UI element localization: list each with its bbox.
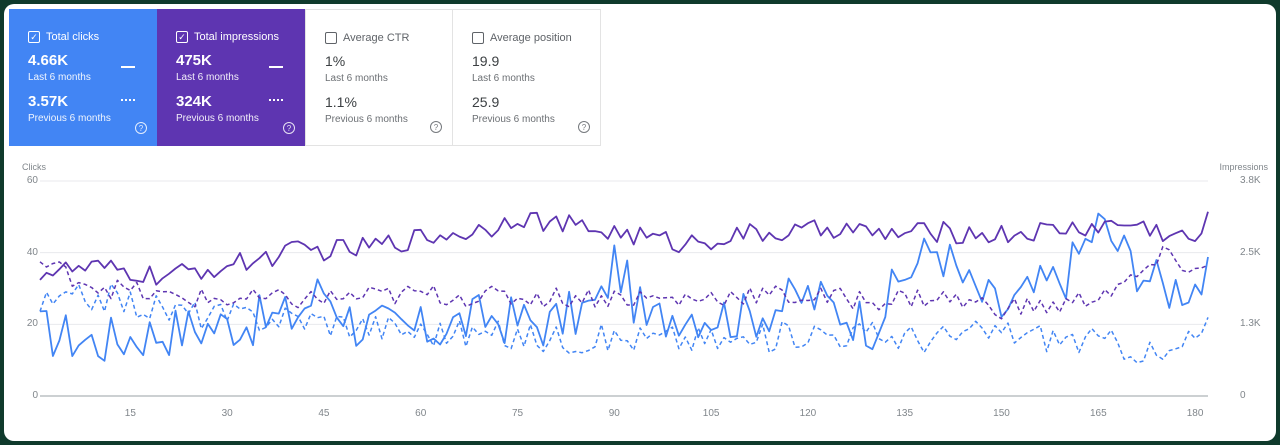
x-tick-label: 165: [1089, 408, 1107, 419]
x-tick-label: 150: [993, 408, 1010, 419]
metric-period-prev: Previous 6 months: [472, 114, 555, 125]
x-tick-label: 30: [221, 408, 233, 419]
x-tick-label: 15: [124, 408, 136, 419]
x-tick-label: 105: [702, 408, 720, 419]
metric-label: Total impressions: [194, 31, 279, 43]
y-left-tick-label: 0: [32, 390, 38, 401]
series-line-total-clicks: [39, 212, 1209, 362]
series-line-total-impressions-previous-6-months: [39, 245, 1209, 320]
checkbox-icon[interactable]: [325, 32, 337, 44]
metric-period-last: Last 6 months: [28, 72, 91, 83]
y-axis-right-title: Impressions: [1219, 162, 1268, 172]
solid-line-legend-icon: [121, 66, 135, 68]
metric-cards: ✓ Total clicks 4.66K Last 6 months 3.57K …: [9, 9, 601, 146]
solid-line-legend-icon: [269, 66, 283, 68]
metric-card-average-ctr[interactable]: Average CTR 1% Last 6 months 1.1% Previo…: [305, 9, 453, 146]
help-icon[interactable]: ?: [283, 122, 295, 134]
metric-value-prev: 1.1%: [325, 94, 357, 110]
x-tick-label: 60: [415, 408, 427, 419]
metric-value-last: 19.9: [472, 53, 500, 69]
y-left-tick-label: 20: [26, 318, 38, 330]
y-left-tick-label: 60: [26, 175, 38, 186]
metric-period-prev: Previous 6 months: [325, 114, 408, 125]
metric-value-prev: 3.57K: [28, 93, 69, 110]
metric-card-total-impressions[interactable]: ✓ Total impressions 475K Last 6 months 32…: [157, 9, 305, 146]
performance-panel: ✓ Total clicks 4.66K Last 6 months 3.57K …: [4, 4, 1276, 441]
y-right-tick-label: 3.8K: [1240, 175, 1261, 186]
metric-card-total-clicks[interactable]: ✓ Total clicks 4.66K Last 6 months 3.57K …: [9, 9, 157, 146]
metric-period-prev: Previous 6 months: [28, 113, 111, 124]
metric-period-last: Last 6 months: [176, 72, 239, 83]
check-icon[interactable]: ✓: [176, 31, 188, 43]
y-right-tick-label: 1.3K: [1240, 318, 1261, 330]
metric-card-average-position[interactable]: Average position 19.9 Last 6 months 25.9…: [453, 9, 601, 146]
chart-canvas: [39, 180, 1209, 397]
dashed-line-legend-icon: [121, 99, 137, 101]
metric-label: Average position: [490, 32, 572, 44]
y-right-tick-label: 2.5K: [1240, 246, 1261, 258]
check-icon[interactable]: ✓: [28, 31, 40, 43]
x-tick-label: 45: [318, 408, 330, 419]
x-tick-label: 180: [1186, 408, 1204, 419]
metric-value-last: 4.66K: [28, 52, 69, 69]
metric-value-prev: 25.9: [472, 94, 500, 110]
metric-value-last: 1%: [325, 53, 346, 69]
checkbox-icon[interactable]: [472, 32, 484, 44]
x-tick-label: 90: [608, 408, 620, 419]
metric-value-prev: 324K: [176, 93, 212, 110]
metric-label: Average CTR: [343, 32, 410, 44]
help-icon[interactable]: ?: [135, 122, 147, 134]
metric-label: Total clicks: [46, 31, 100, 43]
series-line-total-clicks-previous-6-months: [39, 283, 1209, 364]
series-line-total-impressions: [39, 211, 1209, 286]
y-left-tick-label: 40: [26, 246, 38, 258]
metric-period-last: Last 6 months: [472, 73, 535, 84]
y-axis-left-title: Clicks: [22, 162, 46, 172]
metric-period-prev: Previous 6 months: [176, 113, 259, 124]
x-tick-label: 120: [799, 408, 817, 419]
x-tick-label: 75: [511, 408, 524, 419]
metric-value-last: 475K: [176, 52, 212, 69]
metric-period-last: Last 6 months: [325, 73, 388, 84]
x-tick-label: 135: [896, 408, 914, 419]
help-icon[interactable]: ?: [578, 121, 590, 133]
y-right-tick-label: 0: [1240, 390, 1246, 401]
help-icon[interactable]: ?: [430, 121, 442, 133]
dashed-line-legend-icon: [269, 99, 285, 101]
